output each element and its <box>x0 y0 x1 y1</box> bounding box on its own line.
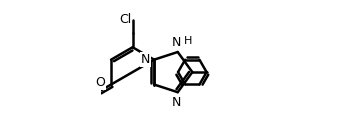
Text: O: O <box>95 76 105 89</box>
Text: N: N <box>172 35 182 49</box>
Text: Cl: Cl <box>119 13 131 26</box>
Text: N: N <box>172 96 182 109</box>
Text: H: H <box>184 36 192 46</box>
Text: N: N <box>141 53 150 66</box>
